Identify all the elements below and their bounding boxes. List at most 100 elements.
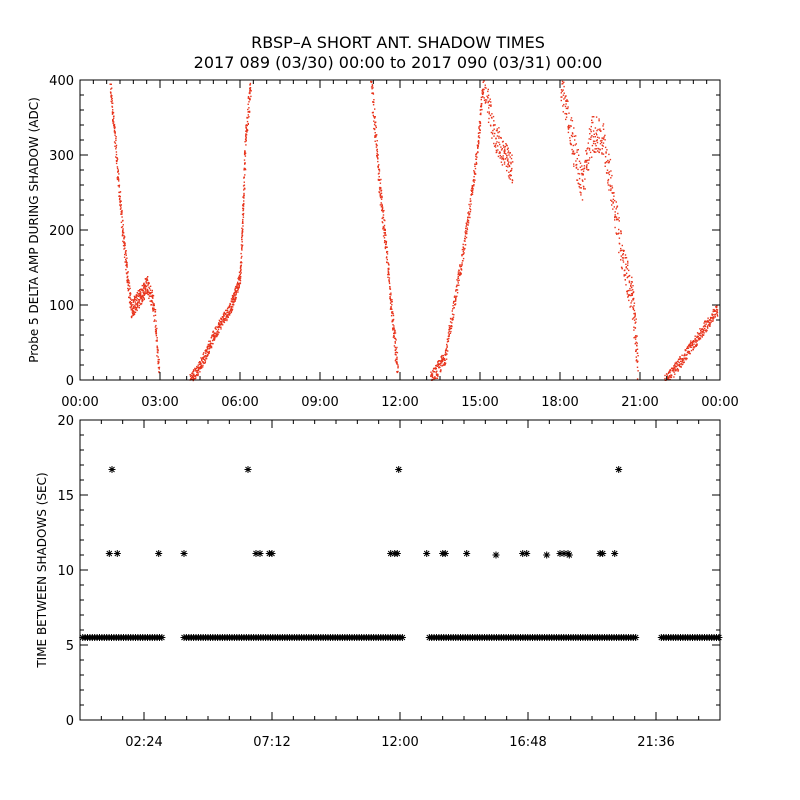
shadow-amplitude-point [477,151,479,154]
shadow-amplitude-point [464,247,466,250]
shadow-amplitude-point [154,314,157,316]
shadow-amplitude-point [223,311,226,314]
shadow-amplitude-point [632,298,634,300]
shadow-amplitude-point [579,162,582,164]
shadow-amplitude-point [241,248,243,250]
shadow-amplitude-point [476,152,478,155]
shadow-amplitude-point [126,266,128,268]
shadow-amplitude-point [608,153,610,156]
shadow-amplitude-point [242,209,244,212]
shadow-amplitude-point [200,367,202,369]
shadow-amplitude-point [374,140,376,142]
shadow-amplitude-point [387,271,390,273]
shadow-amplitude-point [567,100,569,102]
shadow-amplitude-point [212,331,214,333]
shadow-amplitude-point [453,314,455,316]
shadow-amplitude-point [134,301,137,303]
shadow-amplitude-point [699,328,701,330]
shadow-amplitude-point [633,305,635,307]
bottom-panel-data-points [79,466,723,641]
shadow-amplitude-point [506,148,509,150]
shadow-amplitude-point [430,375,432,377]
shadow-amplitude-point [565,118,567,121]
shadow-amplitude-point [476,144,479,147]
shadow-amplitude-point [461,255,463,257]
shadow-amplitude-point [137,290,139,292]
shadow-amplitude-point [582,170,585,172]
shadow-amplitude-point [465,225,467,227]
shadow-amplitude-point [634,314,636,316]
shadow-amplitude-point [700,331,702,334]
shadow-amplitude-point [478,127,480,129]
shadow-amplitude-point [574,139,576,141]
shadow-amplitude-point [111,100,113,102]
shadow-amplitude-point [243,181,245,183]
shadow-amplitude-point [565,103,567,105]
shadow-amplitude-point [499,157,501,159]
shadow-amplitude-point [448,330,450,333]
shadow-amplitude-point [605,161,608,163]
shadow-amplitude-point [713,308,715,311]
shadow-amplitude-point [590,136,592,138]
shadow-amplitude-point [634,315,636,317]
shadow-amplitude-point [626,293,629,295]
shadow-amplitude-point [240,252,242,255]
shadow-amplitude-point [695,345,697,347]
shadow-amplitude-point [571,120,574,122]
shadow-amplitude-point [620,247,622,250]
shadow-amplitude-point [246,117,248,119]
shadow-amplitude-point [569,137,571,139]
shadow-amplitude-point [394,346,396,349]
shadow-amplitude-point [700,329,702,332]
shadow-amplitude-point [674,368,677,370]
shadow-amplitude-point [157,349,159,351]
shadow-interval-point [463,550,471,557]
shadow-amplitude-point [573,127,575,129]
shadow-amplitude-point [152,308,154,310]
bottom-xtick-label: 02:24 [125,735,162,750]
shadow-amplitude-point [193,370,195,372]
shadow-amplitude-point [128,301,131,304]
shadow-amplitude-point [485,87,487,89]
shadow-amplitude-point [579,191,581,193]
shadow-amplitude-point [146,291,148,293]
shadow-amplitude-point [615,208,617,210]
shadow-amplitude-point [572,133,574,135]
shadow-amplitude-point [234,300,236,302]
shadow-amplitude-point [634,322,636,324]
shadow-amplitude-point [199,363,201,366]
shadow-amplitude-point [578,173,581,175]
shadow-amplitude-point [218,325,221,327]
shadow-amplitude-point [127,284,129,286]
shadow-amplitude-point [710,318,712,320]
shadow-amplitude-point [435,364,438,367]
shadow-amplitude-point [612,201,614,203]
shadow-amplitude-point [632,291,635,293]
shadow-amplitude-point [506,145,508,147]
shadow-amplitude-point [239,262,242,264]
shadow-amplitude-point [111,111,114,113]
shadow-amplitude-point [631,294,633,296]
shadow-amplitude-point [485,99,488,101]
shadow-amplitude-point [200,365,202,367]
shadow-amplitude-point [503,161,506,163]
shadow-amplitude-point [397,370,399,373]
shadow-amplitude-point [124,261,126,263]
shadow-amplitude-point [614,215,617,218]
shadow-amplitude-point [611,185,613,187]
shadow-amplitude-point [474,173,477,175]
shadow-amplitude-point [600,141,603,144]
shadow-amplitude-point [119,204,121,206]
shadow-amplitude-point [213,339,216,341]
shadow-amplitude-point [135,299,137,301]
shadow-amplitude-point [393,328,395,330]
shadow-amplitude-point [121,216,123,218]
shadow-amplitude-point [222,320,224,322]
shadow-amplitude-point [625,263,627,265]
shadow-amplitude-point [382,214,385,216]
shadow-amplitude-point [148,282,150,284]
shadow-amplitude-point [373,128,376,131]
shadow-amplitude-point [146,288,149,291]
shadow-amplitude-point [248,110,251,113]
shadow-amplitude-point [222,317,224,319]
